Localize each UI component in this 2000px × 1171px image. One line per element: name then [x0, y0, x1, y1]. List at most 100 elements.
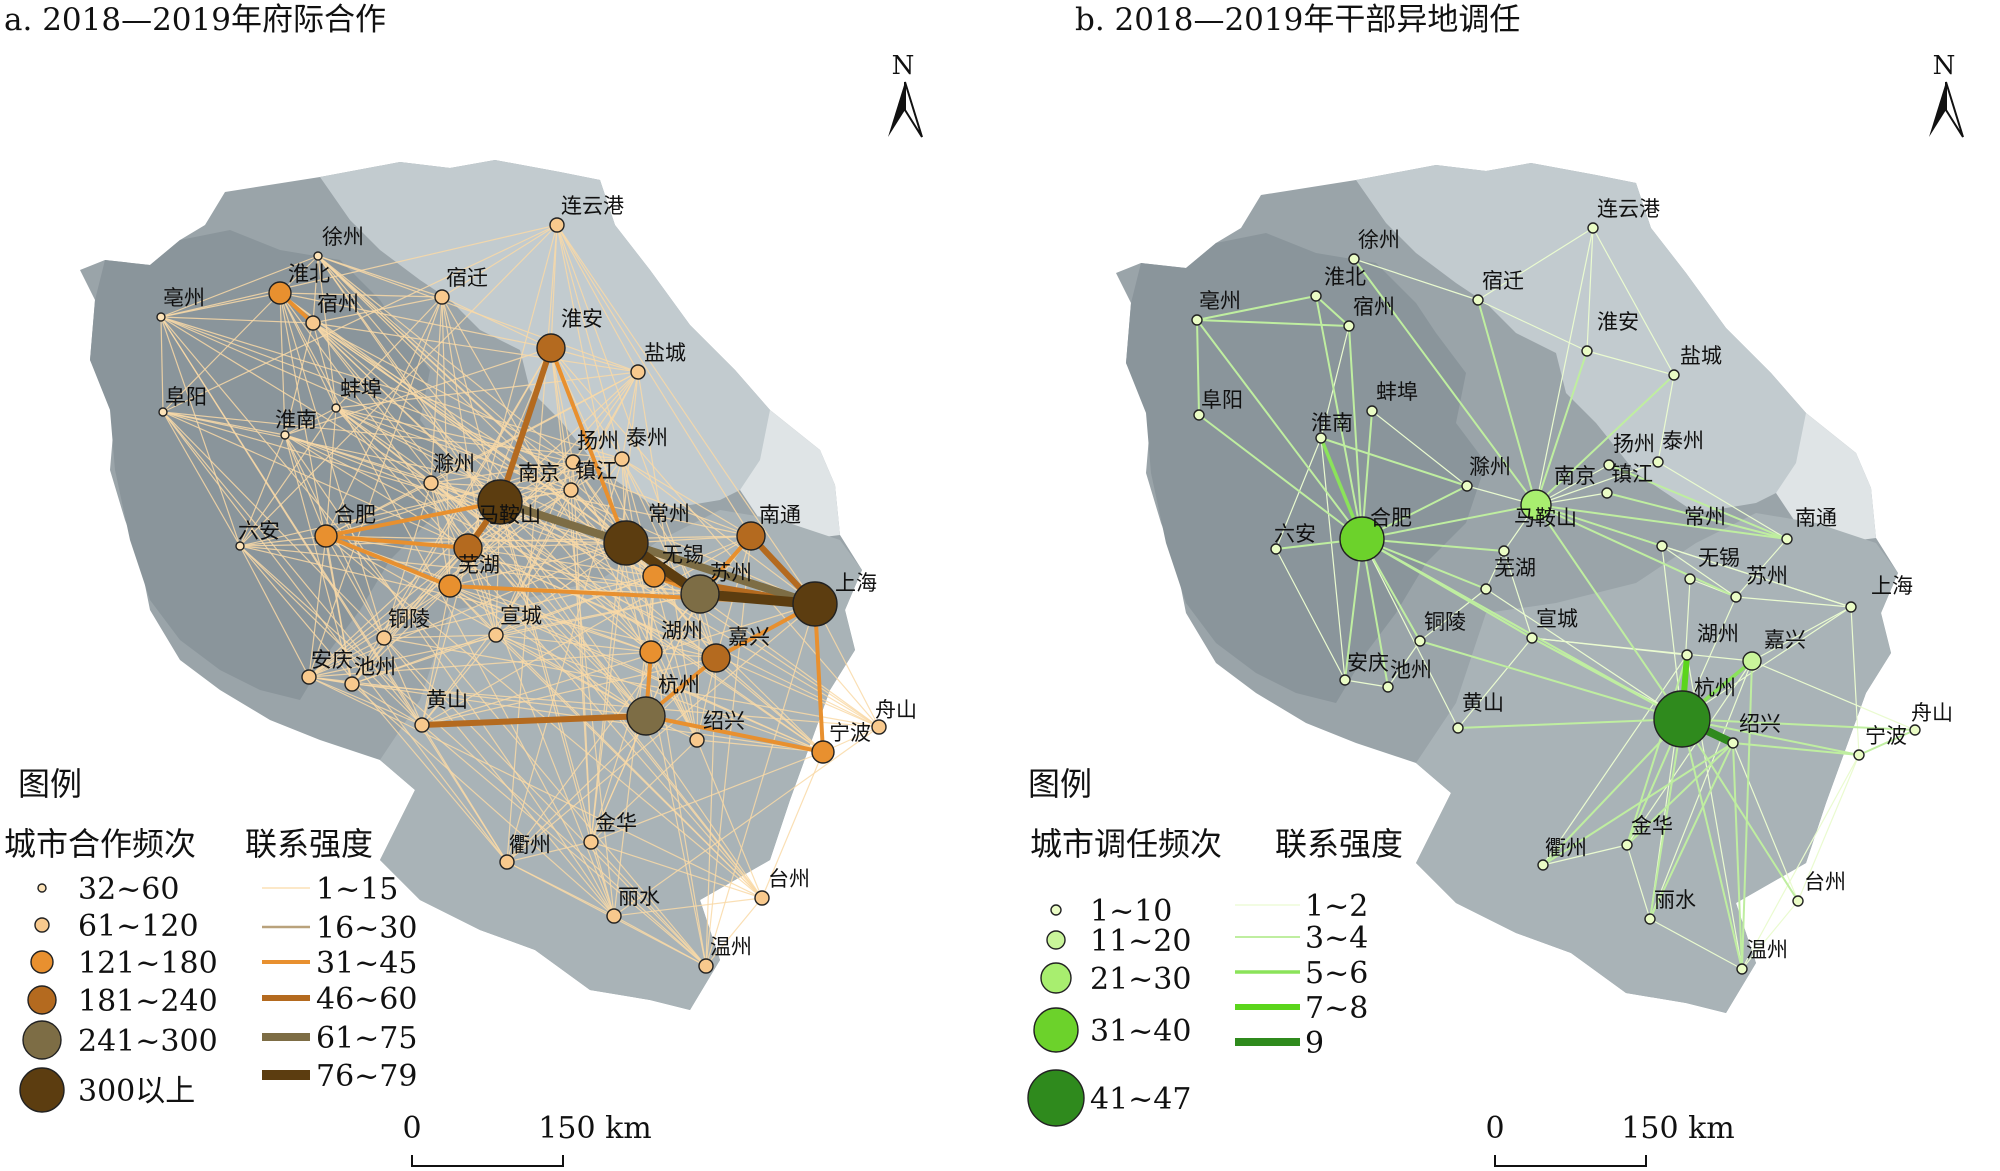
map-b-nodes: [1191, 222, 1921, 975]
map-a-link: [556, 224, 639, 373]
map-b-city-label: 苏州: [1746, 564, 1788, 588]
map-b-link: [1315, 295, 1350, 327]
map-a-city-node: [626, 696, 666, 736]
map-b-link: [1387, 640, 1421, 688]
map-b-city-node: [1472, 294, 1484, 306]
map-a-city-label: 上海: [835, 571, 877, 595]
map-a-link: [613, 897, 763, 917]
map-a-link: [653, 575, 698, 741]
map-a-link: [312, 322, 574, 463]
map-a-link: [351, 637, 385, 685]
map-a-legend-heading: 图例: [18, 765, 82, 803]
map-a-link: [421, 224, 558, 726]
map-b-scale-bar: 0 150 km: [1485, 1111, 1735, 1167]
map-b-link: [1361, 504, 1537, 540]
map-a-link: [621, 458, 816, 605]
map-a-link: [308, 542, 627, 678]
map-b-legend-link-label: 9: [1305, 1026, 1324, 1061]
map-a-city-label: 连云港: [561, 194, 624, 218]
map-a-link: [308, 676, 824, 753]
map-a-city-label: 苏州: [710, 561, 752, 585]
map-b-city-label: 嘉兴: [1764, 628, 1806, 652]
map-b-legend-node-title: 城市调任频次: [1030, 825, 1222, 863]
map-a-link: [497, 345, 554, 505]
map-b-link: [1606, 492, 1788, 540]
map-b-city-node: [1310, 290, 1322, 302]
map-b-city-node: [1621, 839, 1633, 851]
map-b-links: [1196, 227, 1916, 970]
map-a-city-node: [280, 430, 290, 440]
map-a-city-node: [614, 451, 630, 467]
map-a-city-label: 马鞍山: [478, 503, 541, 527]
map-b-city-label: 亳州: [1199, 289, 1241, 313]
map-a-link: [441, 224, 558, 298]
map-a-link: [653, 575, 717, 659]
map-a-link: [430, 482, 451, 587]
map-a-link: [308, 676, 763, 899]
map-a-legend-node-swatch: [34, 917, 50, 933]
map-b-link: [1741, 754, 1860, 970]
map-b-link: [1196, 319, 1363, 540]
map-b-link: [1741, 900, 1799, 970]
map-b-link: [1361, 538, 1505, 552]
map-a-link: [325, 296, 443, 537]
map-a-link: [325, 535, 353, 685]
map-b-city-node: [1366, 405, 1378, 417]
map-a-link: [383, 575, 655, 639]
map-a-city-label: 宣城: [500, 604, 542, 628]
map-a-link: [506, 458, 623, 863]
map-b-city-node: [1781, 533, 1793, 545]
map-a-city-node: [549, 217, 565, 233]
map-b-city-node: [1730, 591, 1742, 603]
map-a-link: [335, 371, 639, 409]
map-a-link: [324, 534, 452, 588]
map-b-city-node: [1414, 635, 1426, 647]
map-a-link: [284, 434, 655, 577]
map-b-link: [1681, 718, 1799, 902]
map-b-legend-node-label: 21~30: [1090, 962, 1191, 997]
map-a-link: [284, 434, 327, 537]
map-b-link: [1485, 588, 1683, 720]
map-a-legend-node-title: 城市合作频次: [4, 825, 196, 863]
map-a-legend-node-label: 32~60: [78, 872, 179, 907]
map-b-link: [1361, 538, 1389, 688]
map-b-link: [1592, 227, 1675, 376]
map-a-link: [590, 841, 615, 917]
map-b-link: [1542, 844, 1628, 866]
map-b-link: [1535, 461, 1659, 506]
map-b-link: [1196, 319, 1200, 416]
map-a-city-node: [344, 676, 360, 692]
map-a-link: [351, 683, 880, 728]
map-b-city-label: 上海: [1871, 574, 1913, 598]
map-b-link: [1681, 718, 1916, 731]
map-a-link: [495, 634, 824, 753]
map-a-north-arrow-right: [904, 81, 923, 138]
map-a-north-arrow: N: [888, 51, 923, 138]
map-a-link: [162, 411, 241, 547]
map-b-city-label: 丽水: [1654, 888, 1696, 912]
map-a-link: [590, 371, 639, 843]
map-a-link: [506, 861, 707, 967]
map-a-legend-link-label: 16~30: [316, 911, 417, 946]
map-b-link: [1732, 742, 1743, 970]
map-a-link: [160, 316, 707, 967]
map-a-link: [495, 634, 763, 899]
map-a-link: [160, 316, 623, 460]
map-a-link: [550, 347, 623, 460]
map-b-city-node: [1603, 459, 1615, 471]
map-a-city-label: 宁波: [829, 721, 871, 745]
map-a-nodes: [156, 217, 887, 974]
map-a-link: [308, 585, 451, 678]
map-b-city-label: 无锡: [1698, 546, 1740, 570]
map-a-city-label: 丽水: [618, 885, 660, 909]
map-a-link: [325, 371, 639, 537]
map-b-legend-node-swatch: [1046, 930, 1066, 950]
map-b-link: [1626, 844, 1651, 920]
map-b-city-label: 南通: [1795, 506, 1837, 530]
map-a-scale-zero: 0: [402, 1111, 421, 1146]
map-a-link: [495, 461, 574, 636]
map-a-city-node: [331, 403, 341, 413]
map-b-link: [1535, 504, 1683, 720]
